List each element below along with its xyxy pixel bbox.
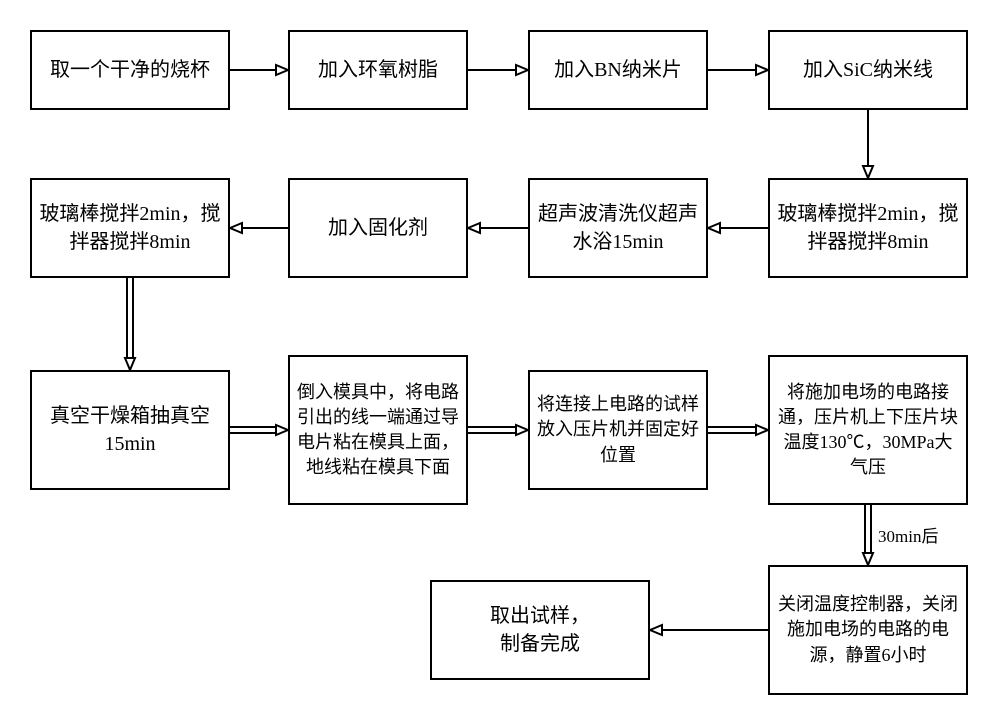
flow-step-n5: 玻璃棒搅拌2min，搅拌器搅拌8min xyxy=(768,178,968,278)
flow-step-label: 将施加电场的电路接通，压片机上下压片块温度130℃，30MPa大气压 xyxy=(776,380,960,481)
flow-step-label: 加入BN纳米片 xyxy=(554,56,682,84)
flow-step-label: 加入SiC纳米线 xyxy=(803,56,933,84)
flow-step-label: 倒入模具中，将电路引出的线一端通过导电片粘在模具上面，地线粘在模具下面 xyxy=(296,380,460,481)
flow-step-n9: 真空干燥箱抽真空15min xyxy=(30,370,230,490)
flow-step-n7: 加入固化剂 xyxy=(288,178,468,278)
flow-step-label: 超声波清洗仪超声水浴15min xyxy=(536,200,700,256)
flow-step-label: 取出试样， 制备完成 xyxy=(490,602,590,658)
edge-label: 30min后 xyxy=(878,522,938,547)
flow-step-n1: 取一个干净的烧杯 xyxy=(30,30,230,110)
flow-step-n6: 超声波清洗仪超声水浴15min xyxy=(528,178,708,278)
flow-step-label: 加入环氧树脂 xyxy=(318,56,438,84)
flow-step-label: 真空干燥箱抽真空15min xyxy=(38,402,222,458)
flow-step-n3: 加入BN纳米片 xyxy=(528,30,708,110)
flow-step-n11: 将连接上电路的试样放入压片机并固定好位置 xyxy=(528,370,708,490)
flow-step-n12: 将施加电场的电路接通，压片机上下压片块温度130℃，30MPa大气压 xyxy=(768,355,968,505)
flow-step-label: 关闭温度控制器，关闭施加电场的电路的电源，静置6小时 xyxy=(776,592,960,668)
flow-step-n13: 关闭温度控制器，关闭施加电场的电路的电源，静置6小时 xyxy=(768,565,968,695)
flow-step-n2: 加入环氧树脂 xyxy=(288,30,468,110)
flow-step-label: 玻璃棒搅拌2min，搅拌器搅拌8min xyxy=(776,200,960,256)
flow-step-n8: 玻璃棒搅拌2min，搅拌器搅拌8min xyxy=(30,178,230,278)
flow-step-label: 玻璃棒搅拌2min，搅拌器搅拌8min xyxy=(38,200,222,256)
flow-step-label: 将连接上电路的试样放入压片机并固定好位置 xyxy=(536,392,700,468)
flow-step-n10: 倒入模具中，将电路引出的线一端通过导电片粘在模具上面，地线粘在模具下面 xyxy=(288,355,468,505)
flow-step-n14: 取出试样， 制备完成 xyxy=(430,580,650,680)
flow-step-n4: 加入SiC纳米线 xyxy=(768,30,968,110)
flowchart-canvas: 取一个干净的烧杯 加入环氧树脂 加入BN纳米片 加入SiC纳米线玻璃棒搅拌2min，搅… xyxy=(0,0,1000,717)
flow-step-label: 取一个干净的烧杯 xyxy=(50,56,210,84)
flow-step-label: 加入固化剂 xyxy=(328,214,428,242)
